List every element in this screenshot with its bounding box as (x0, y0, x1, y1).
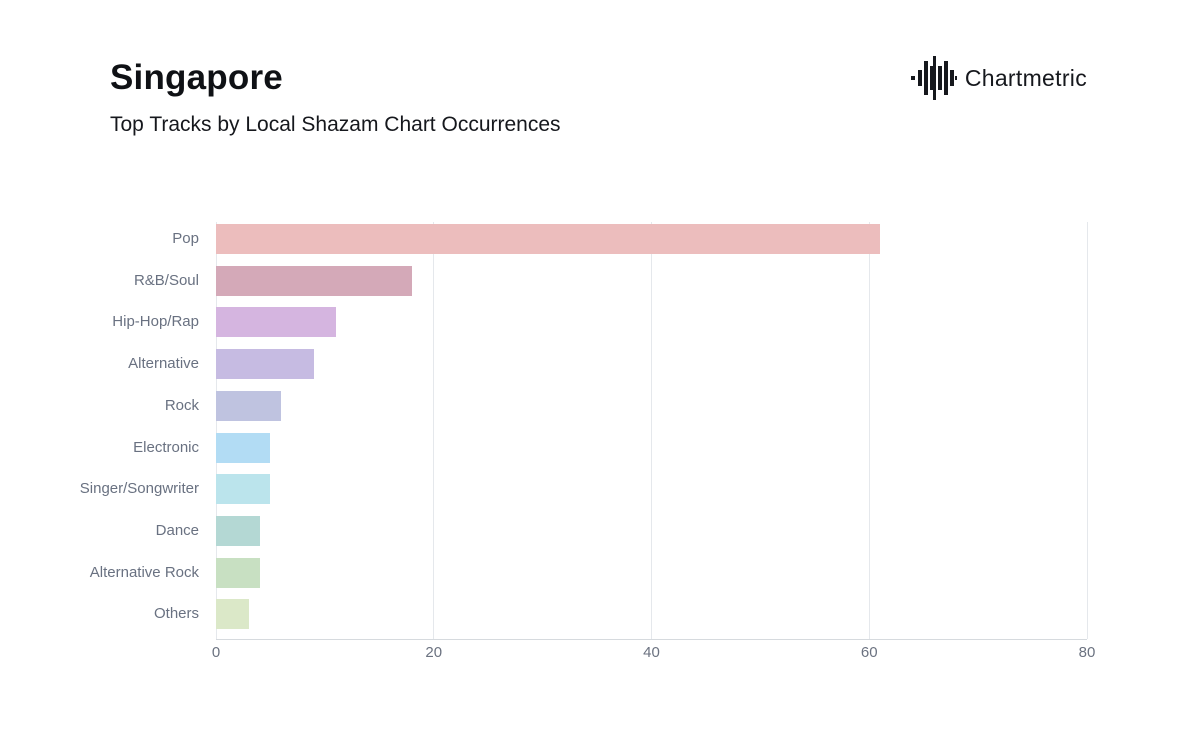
bar (216, 224, 881, 254)
bar-row: Pop (172, 222, 1087, 264)
x-tick-label-60: 60 (860, 644, 878, 661)
bar (216, 265, 412, 296)
category-label: Dance (155, 521, 199, 539)
bar-row: R&B/Soul (134, 264, 1087, 306)
grid-line-80 (1086, 222, 1088, 639)
bar-row: Others (154, 597, 1087, 639)
bar-row: Electronic (133, 431, 1087, 473)
bar-row: Singer/Songwriter (80, 472, 1087, 514)
category-label: Hip-Hop/Rap (112, 313, 199, 331)
bar (216, 307, 336, 338)
category-label: R&B/Soul (133, 271, 199, 289)
brand-name: Chartmetric (964, 64, 1087, 91)
bar (216, 515, 260, 546)
category-label: Electronic (133, 438, 199, 456)
x-tick-label-40: 40 (643, 644, 660, 661)
bar-row: Rock (165, 389, 1087, 431)
x-axis: 0 20 40 60 80 (212, 644, 1096, 666)
bar (216, 390, 282, 421)
bar (216, 474, 271, 505)
bar-row: Alternative (128, 347, 1087, 389)
plot-area: Pop R&B/Soul Hip-Hop/Rap Alternative Rock Ele… (80, 222, 1088, 640)
grid-line-20 (433, 222, 435, 639)
grid-line-40 (651, 222, 652, 639)
grid-line-0 (215, 222, 217, 639)
category-label: Alternative (128, 355, 199, 373)
bar (216, 557, 260, 588)
page-title: Singapore (110, 58, 283, 97)
category-label: Singer/Songwriter (79, 480, 199, 498)
bar-row: Hip-Hop/Rap (112, 305, 1087, 347)
page-subtitle: Top Tracks by Local Shazam Chart Occurre… (110, 113, 561, 136)
x-tick-label-0: 0 (211, 644, 221, 661)
bar-row: Dance (156, 514, 1087, 556)
bar (216, 599, 249, 630)
category-label: Pop (172, 230, 199, 247)
chartmetric-logo: Chartmetric (910, 56, 1087, 100)
waveform-icon (910, 56, 957, 100)
category-label: Others (153, 605, 199, 623)
x-tick-label-80: 80 (1078, 644, 1096, 661)
category-label: Alternative Rock (89, 563, 199, 581)
bar-row: Alternative Rock (90, 556, 1087, 598)
grid-line-60 (868, 222, 870, 639)
category-label: Rock (164, 396, 199, 414)
x-tick-label-20: 20 (425, 644, 443, 661)
bar (216, 432, 271, 463)
bar (216, 349, 314, 380)
